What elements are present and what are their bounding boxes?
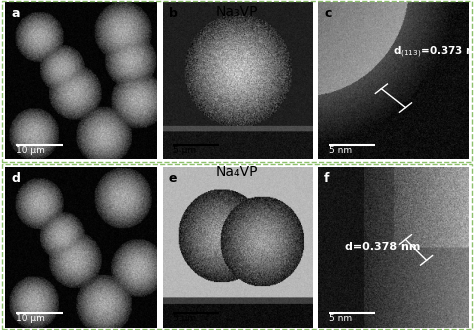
Text: 10 μm: 10 μm [16,314,45,323]
Text: b: b [169,7,177,20]
Text: e: e [169,172,177,185]
Bar [2,1,472,162]
Text: 5 nm: 5 nm [328,314,352,323]
Text: f: f [324,172,329,185]
Text: d: d [11,172,20,185]
Text: c: c [324,7,331,20]
Text: 5 μm: 5 μm [173,146,196,155]
Text: 5 nm: 5 nm [328,146,352,155]
Text: d=0.378 nm: d=0.378 nm [345,243,420,252]
Text: a: a [11,7,20,20]
Text: Na₃VP: Na₃VP [216,5,258,19]
Text: Na₄VP: Na₄VP [216,165,258,179]
Text: d$_{(113)}$=0.373 nm: d$_{(113)}$=0.373 nm [393,45,474,60]
Text: 10 μm: 10 μm [16,146,45,155]
Bar [2,164,472,329]
Text: 5 μm: 5 μm [173,314,196,323]
